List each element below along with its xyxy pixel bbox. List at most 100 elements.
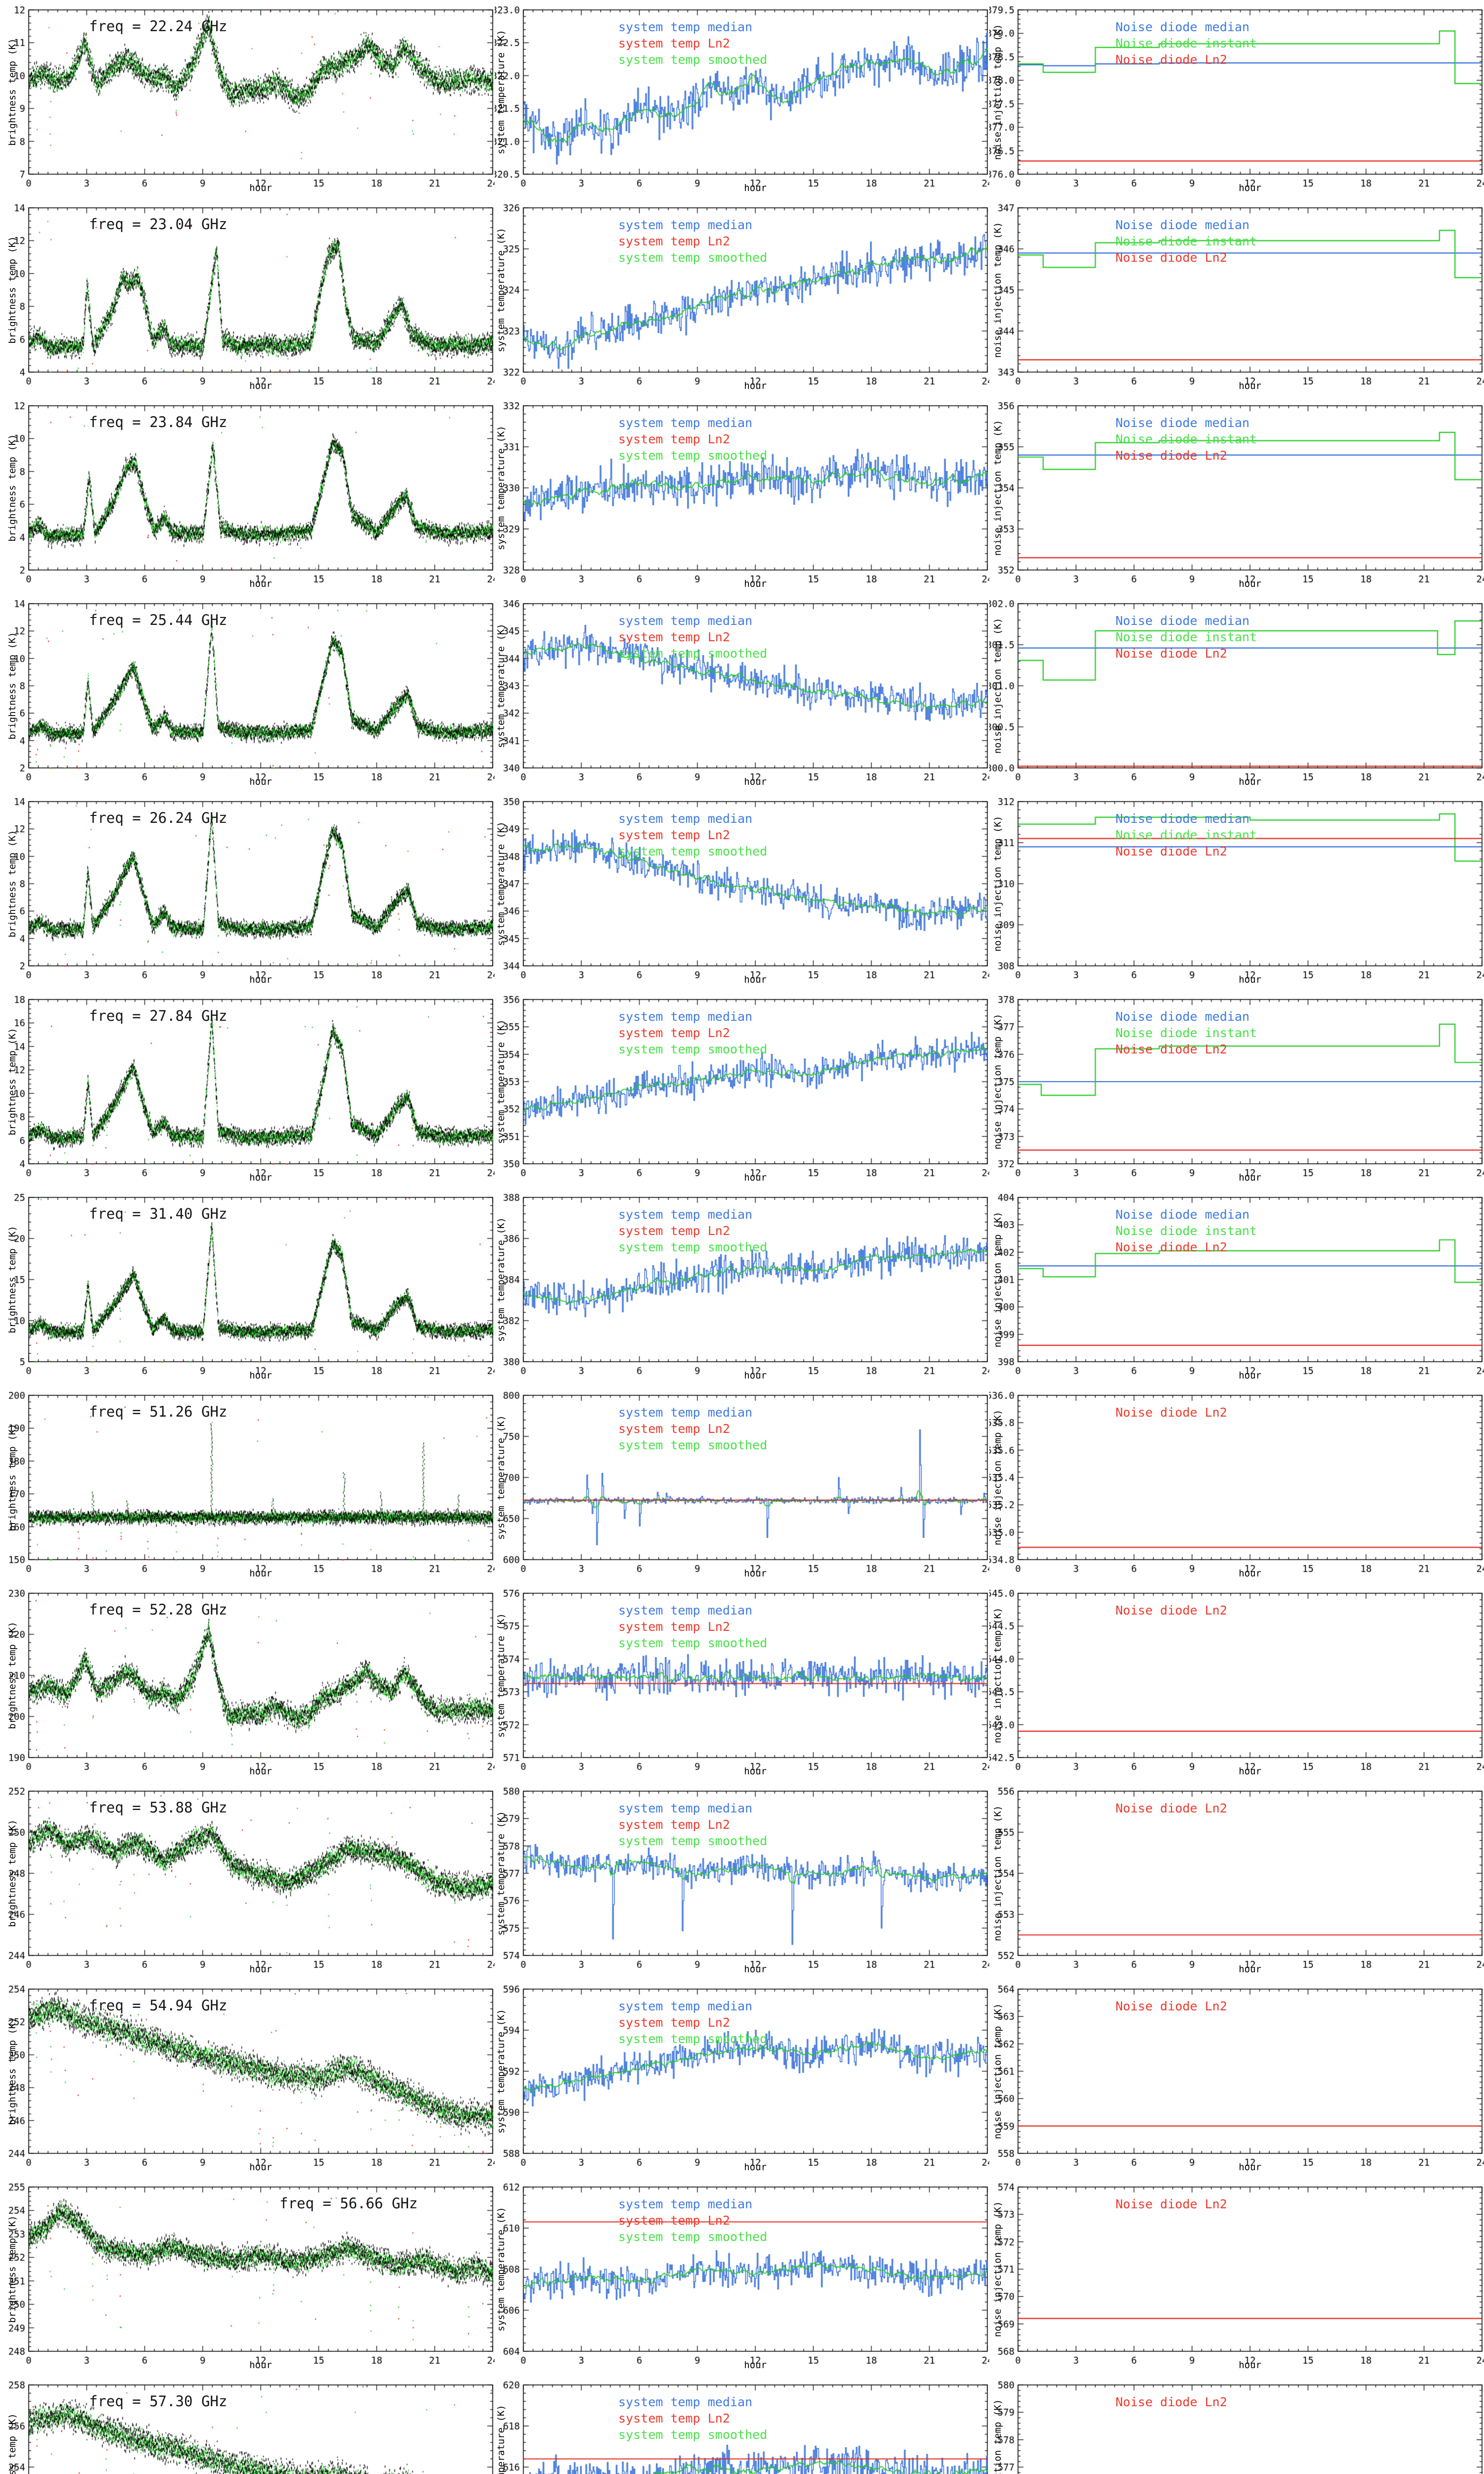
plot-cell-right-row6: noise injection temp (K) hour Noise diode …: [989, 990, 1484, 1188]
x-axis-label: hour: [1239, 578, 1261, 589]
y-axis-label: noise injection temp (K): [992, 1211, 1003, 1348]
plot-cell-right-row3: noise injection temp (K) hour Noise diode …: [989, 396, 1484, 594]
x-axis-label: hour: [249, 1766, 272, 1777]
freq-label: freq = 27.84 GHz: [89, 1007, 228, 1024]
legend-entry: system temp median: [618, 811, 752, 826]
x-axis-label: hour: [1239, 1370, 1261, 1381]
x-axis-label: hour: [249, 1568, 272, 1579]
y-axis-label: noise injection temp (K): [992, 2003, 1003, 2140]
plot-cell-middle-row4: system temperature (K) hour system temp me…: [495, 594, 989, 792]
legend-entry: system temp smoothed: [618, 52, 768, 67]
x-axis-label: hour: [249, 974, 272, 985]
legend-entry: system temp smoothed: [618, 1834, 768, 1848]
plot-cell-left-row3: brightness temp (K) hour freq = 23.84 GHz: [0, 396, 495, 594]
legend-entry: Noise diode median: [1115, 1009, 1250, 1024]
y-axis-label: brightness temp (K): [7, 2215, 18, 2323]
plot-cell-middle-row8: system temperature (K) hour system temp me…: [495, 1385, 989, 1583]
legend-entry: system temp smoothed: [618, 448, 768, 463]
y-axis-label: brightness temp (K): [7, 1028, 18, 1136]
y-axis-label: noise injection temp (K): [992, 1607, 1003, 1744]
legend-entry: system temp Ln2: [618, 1026, 730, 1040]
freq-label: freq = 56.66 GHz: [279, 2195, 418, 2212]
legend-entry: system temp median: [618, 1999, 752, 2013]
plot-cell-left-row10: brightness temp (K) hour freq = 53.88 GHz: [0, 1781, 495, 1979]
x-axis-label: hour: [249, 1172, 272, 1183]
legend-entry: system temp Ln2: [618, 2411, 730, 2426]
legend-entry: system temp Ln2: [618, 630, 730, 644]
freq-label: freq = 53.88 GHz: [89, 1799, 228, 1816]
y-axis-label: system temperature (K): [496, 426, 507, 550]
left-plot-canvas: [0, 0, 495, 198]
x-axis-label: hour: [1239, 381, 1261, 391]
y-axis-label: noise injection temp (K): [992, 24, 1003, 160]
x-axis-label: hour: [1239, 1568, 1261, 1579]
y-axis-label: brightness temp (K): [7, 2017, 18, 2125]
legend-entry: system temp smoothed: [618, 2230, 768, 2244]
freq-label: freq = 57.30 GHz: [89, 2393, 228, 2410]
legend-entry: system temp median: [618, 1801, 752, 1815]
left-plot-canvas: [0, 198, 495, 396]
left-plot-canvas: [0, 2375, 495, 2474]
middle-plot-canvas: [495, 2375, 989, 2474]
middle-plot-canvas: [495, 1781, 989, 1979]
plot-cell-left-row5: brightness temp (K) hour freq = 26.24 GHz: [0, 792, 495, 990]
x-axis-label: hour: [744, 974, 767, 985]
x-axis-label: hour: [744, 1370, 767, 1381]
freq-label: freq = 52.28 GHz: [89, 1601, 228, 1618]
legend-entry: Noise diode Ln2: [1115, 52, 1227, 67]
y-axis-label: brightness temp (K): [7, 38, 18, 146]
right-plot-canvas: [989, 0, 1484, 198]
y-axis-label: system temperature (K): [496, 30, 507, 154]
middle-plot-canvas: [495, 792, 989, 990]
y-axis-label: system temperature (K): [496, 2405, 507, 2474]
right-plot-canvas: [989, 792, 1484, 990]
legend-entry: system temp Ln2: [618, 432, 730, 446]
freq-label: freq = 23.04 GHz: [89, 216, 228, 233]
legend-entry: system temp median: [618, 416, 752, 430]
x-axis-label: hour: [249, 1964, 272, 1975]
x-axis-label: hour: [1239, 776, 1261, 787]
legend-entry: Noise diode Ln2: [1115, 2197, 1227, 2211]
legend-entry: Noise diode Ln2: [1115, 448, 1227, 463]
legend-entry: system temp median: [618, 1405, 752, 1420]
left-plot-canvas: [0, 2177, 495, 2375]
x-axis-label: hour: [744, 1964, 767, 1975]
legend-entry: system temp Ln2: [618, 1422, 730, 1436]
middle-plot-canvas: [495, 0, 989, 198]
y-axis-label: system temperature (K): [496, 1019, 507, 1144]
legend-entry: Noise diode Ln2: [1115, 1999, 1227, 2013]
x-axis-label: hour: [249, 578, 272, 589]
right-plot-canvas: [989, 2177, 1484, 2375]
plot-cell-right-row12: noise injection temp (K) hour Noise diode …: [989, 2177, 1484, 2375]
legend-entry: system temp Ln2: [618, 828, 730, 842]
x-axis-label: hour: [249, 776, 272, 787]
legend-entry: system temp Ln2: [618, 2015, 730, 2030]
middle-plot-canvas: [495, 198, 989, 396]
x-axis-label: hour: [744, 1766, 767, 1777]
plot-cell-right-row5: noise injection temp (K) hour Noise diode …: [989, 792, 1484, 990]
y-axis-label: brightness temp (K): [7, 1621, 18, 1729]
x-axis-label: hour: [744, 578, 767, 589]
y-axis-label: system temperature (K): [496, 1415, 507, 1540]
x-axis-label: hour: [744, 183, 767, 193]
y-axis-label: brightness temp (K): [7, 830, 18, 938]
y-axis-label: brightness temp (K): [7, 1424, 18, 1531]
x-axis-label: hour: [249, 183, 272, 193]
x-axis-label: hour: [1239, 2162, 1261, 2173]
plot-cell-middle-row12: system temperature (K) hour system temp me…: [495, 2177, 989, 2375]
legend-entry: Noise diode instant: [1115, 1026, 1257, 1040]
y-axis-label: brightness temp (K): [7, 2413, 18, 2474]
freq-label: freq = 26.24 GHz: [89, 809, 228, 826]
y-axis-label: system temperature (K): [496, 2207, 507, 2331]
freq-label: freq = 22.24 GHz: [89, 18, 228, 35]
legend-entry: system temp Ln2: [618, 234, 730, 248]
y-axis-label: noise injection temp (K): [992, 2399, 1003, 2474]
legend-entry: Noise diode median: [1115, 811, 1250, 826]
legend-entry: Noise diode median: [1115, 218, 1250, 232]
middle-plot-canvas: [495, 594, 989, 792]
